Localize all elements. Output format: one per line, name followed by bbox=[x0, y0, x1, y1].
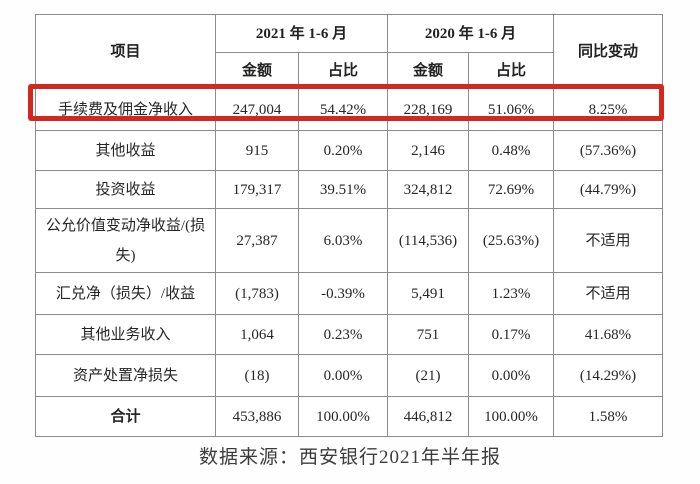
cell-share-2020: 51.06% bbox=[468, 88, 554, 131]
header-amount-2020: 金额 bbox=[387, 52, 469, 89]
cell-amount-2021: 27,387 bbox=[215, 208, 299, 273]
cell-amount-2021: 915 bbox=[215, 130, 299, 171]
row-label: 合计 bbox=[35, 396, 216, 437]
table-row: 合计 453,886 100.00% 446,812 100.00% 1.58% bbox=[35, 396, 663, 437]
table-row: 其他收益 915 0.20% 2,146 0.48% (57.36%) bbox=[35, 130, 663, 171]
table-row: 投资收益 179,317 39.51% 324,812 72.69% (44.79%) bbox=[35, 170, 663, 209]
data-source-caption: 数据来源：西安银行2021年半年报 bbox=[198, 447, 501, 468]
cell-share-2020: 72.69% bbox=[468, 170, 554, 209]
cell-yoy: (14.29%) bbox=[553, 354, 663, 397]
cell-yoy: 8.25% bbox=[553, 88, 663, 131]
row-label: 其他收益 bbox=[35, 130, 216, 171]
cell-share-2021: 0.00% bbox=[298, 354, 388, 397]
header-share-2021: 占比 bbox=[298, 52, 388, 89]
header-period-2020: 2020 年 1-6 月 bbox=[387, 14, 554, 53]
cell-amount-2020: 324,812 bbox=[387, 170, 469, 209]
header-amount-2021: 金额 bbox=[215, 52, 299, 89]
cell-amount-2020: 751 bbox=[387, 314, 469, 355]
table-row: 手续费及佣金净收入 247,004 54.42% 228,169 51.06% 8.25% bbox=[35, 88, 663, 131]
cell-amount-2021: (18) bbox=[215, 354, 299, 397]
header-share-2020: 占比 bbox=[468, 52, 554, 89]
cell-amount-2021: (1,783) bbox=[215, 272, 299, 315]
cell-amount-2021: 247,004 bbox=[215, 88, 299, 131]
cell-share-2020: 0.17% bbox=[468, 314, 554, 355]
cell-share-2021: 54.42% bbox=[298, 88, 388, 131]
cell-share-2021: -0.39% bbox=[298, 272, 388, 315]
cell-amount-2021: 1,064 bbox=[215, 314, 299, 355]
row-label: 手续费及佣金净收入 bbox=[35, 88, 216, 131]
income-table-container: 项目 2021 年 1-6 月 2020 年 1-6 月 同比变动 金额 占比 … bbox=[28, 14, 664, 437]
table-row: 资产处置净损失 (18) 0.00% (21) 0.00% (14.29%) bbox=[35, 354, 663, 397]
table-row: 汇兑净（损失）/收益 (1,783) -0.39% 5,491 1.23% 不适用 bbox=[35, 272, 663, 315]
cell-yoy: (44.79%) bbox=[553, 170, 663, 209]
cell-share-2021: 0.20% bbox=[298, 130, 388, 171]
cell-amount-2020: (21) bbox=[387, 354, 469, 397]
row-label: 其他业务收入 bbox=[35, 314, 216, 355]
cell-amount-2021: 179,317 bbox=[215, 170, 299, 209]
cell-share-2020: 100.00% bbox=[468, 396, 554, 437]
cell-amount-2021: 453,886 bbox=[215, 396, 299, 437]
income-breakdown-table: 项目 2021 年 1-6 月 2020 年 1-6 月 同比变动 金额 占比 … bbox=[35, 14, 663, 437]
cell-share-2020: 1.23% bbox=[468, 272, 554, 315]
cell-share-2021: 6.03% bbox=[298, 208, 388, 273]
header-yoy-change: 同比变动 bbox=[553, 14, 663, 89]
table-row: 公允价值变动净收益/(损失) 27,387 6.03% (114,536) (25.63… bbox=[35, 208, 663, 273]
header-period-2021: 2021 年 1-6 月 bbox=[215, 14, 388, 53]
cell-share-2021: 39.51% bbox=[298, 170, 388, 209]
row-label: 汇兑净（损失）/收益 bbox=[35, 272, 216, 315]
row-label: 资产处置净损失 bbox=[35, 354, 216, 397]
cell-share-2021: 100.00% bbox=[298, 396, 388, 437]
cell-yoy: (57.36%) bbox=[553, 130, 663, 171]
cell-amount-2020: 5,491 bbox=[387, 272, 469, 315]
row-label: 公允价值变动净收益/(损失) bbox=[35, 208, 216, 273]
cell-amount-2020: 228,169 bbox=[387, 88, 469, 131]
cell-yoy: 不适用 bbox=[553, 208, 663, 273]
header-item: 项目 bbox=[35, 14, 216, 89]
cell-share-2020: 0.00% bbox=[468, 354, 554, 397]
cell-amount-2020: (114,536) bbox=[387, 208, 469, 273]
cell-amount-2020: 446,812 bbox=[387, 396, 469, 437]
cell-yoy: 41.68% bbox=[553, 314, 663, 355]
table-row: 其他业务收入 1,064 0.23% 751 0.17% 41.68% bbox=[35, 314, 663, 355]
cell-amount-2020: 2,146 bbox=[387, 130, 469, 171]
cell-yoy: 1.58% bbox=[553, 396, 663, 437]
cell-share-2020: (25.63%) bbox=[468, 208, 554, 273]
cell-yoy: 不适用 bbox=[553, 272, 663, 315]
cell-share-2021: 0.23% bbox=[298, 314, 388, 355]
cell-share-2020: 0.48% bbox=[468, 130, 554, 171]
row-label: 投资收益 bbox=[35, 170, 216, 209]
